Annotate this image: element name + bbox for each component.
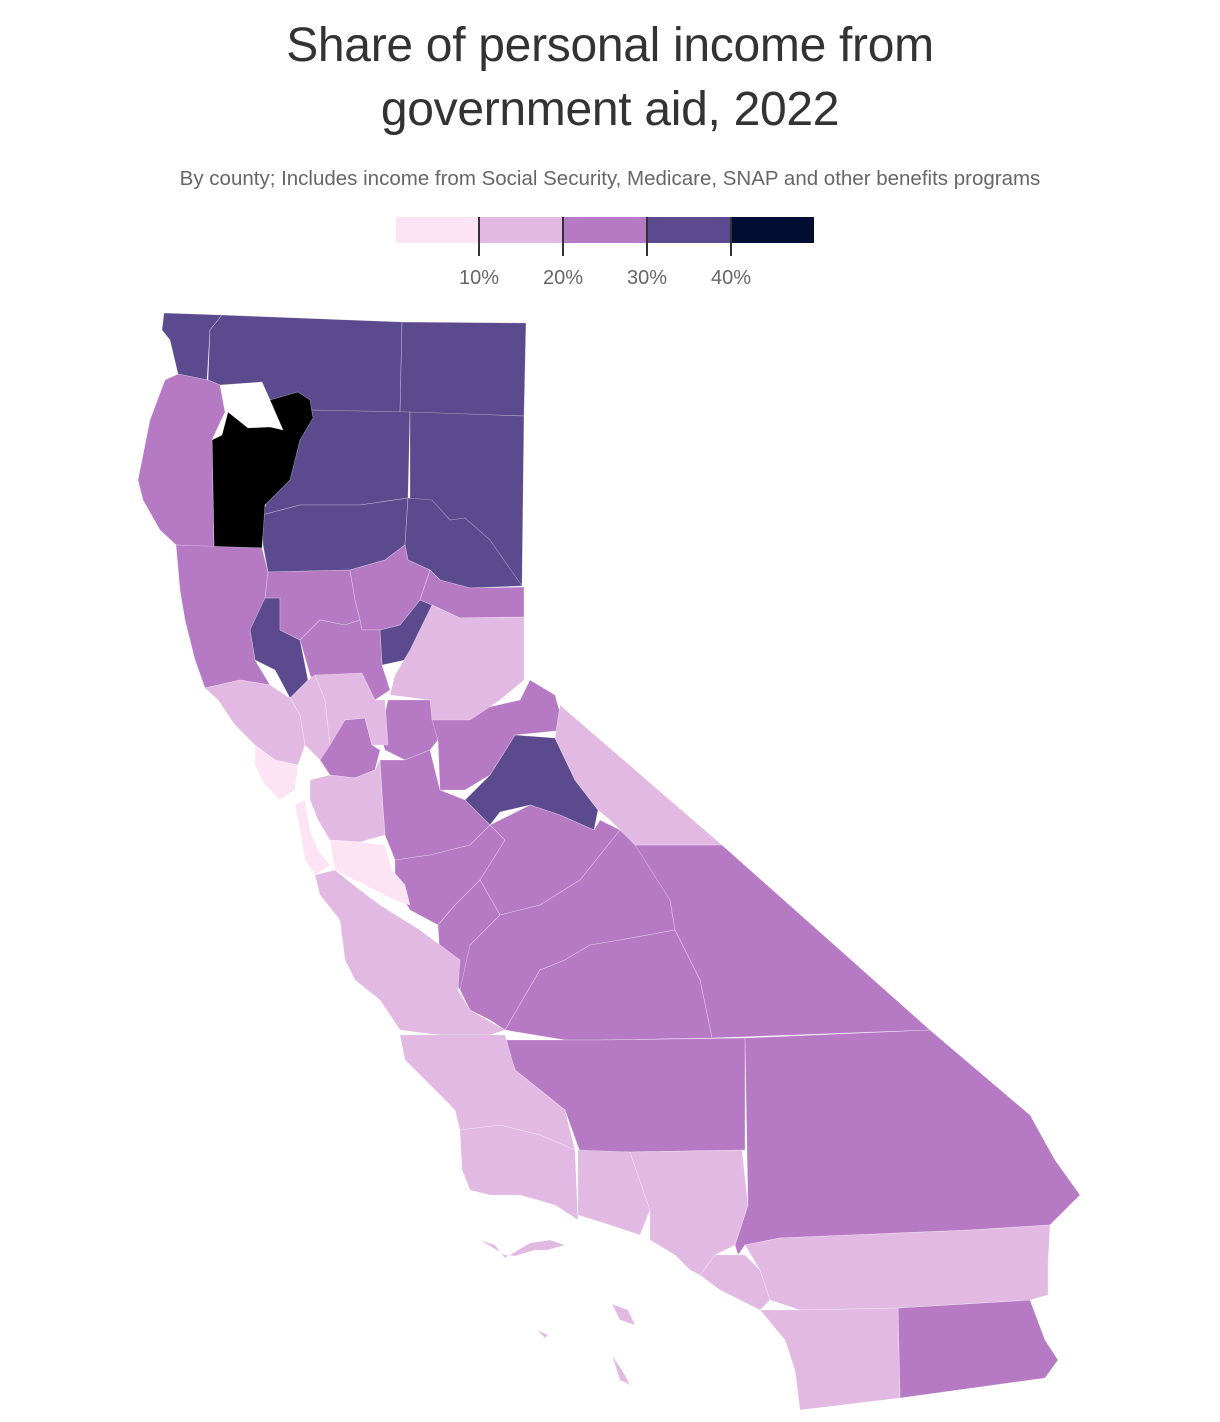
- legend-tick-20: [562, 217, 564, 256]
- legend-swatch-bin-2: [479, 217, 564, 243]
- county-san-diego[interactable]: [759, 1307, 901, 1411]
- county-humboldt[interactable]: [137, 373, 226, 548]
- county-contra-costa-alameda[interactable]: [309, 758, 386, 843]
- county-imperial[interactable]: [897, 1299, 1059, 1399]
- legend-tick-40: [730, 217, 732, 256]
- county-santa-cruz-monterey[interactable]: [314, 869, 506, 1036]
- county-san-francisco-san-mateo[interactable]: [294, 799, 331, 876]
- legend-label-40: 40%: [710, 267, 752, 289]
- santa-barbara-island: [536, 1329, 549, 1339]
- legend-swatch-bin-5: [730, 217, 814, 243]
- county-marin[interactable]: [254, 744, 299, 801]
- legend-label-30: 30%: [626, 267, 668, 289]
- county-sonoma[interactable]: [204, 679, 306, 766]
- chart-subtitle: By county; Includes income from Social S…: [179, 167, 1041, 190]
- channel-islands-north: [479, 1239, 567, 1259]
- legend-label-20: 20%: [542, 267, 584, 289]
- legend-tick-30: [646, 217, 648, 256]
- color-legend: 10% 20% 30% 40%: [396, 217, 814, 297]
- san-clemente-island: [611, 1354, 631, 1386]
- legend-swatch-bin-1: [396, 217, 480, 243]
- county-yolo-east[interactable]: [314, 672, 389, 746]
- county-santa-barbara[interactable]: [459, 1124, 579, 1221]
- legend-swatch-bin-3: [563, 217, 647, 243]
- legend-swatch-bin-4: [646, 217, 731, 243]
- county-mono[interactable]: [554, 704, 723, 846]
- legend-label-10: 10%: [458, 267, 500, 289]
- county-butte[interactable]: [349, 544, 431, 631]
- catalina-island: [611, 1303, 636, 1326]
- legend-bar: [396, 217, 814, 243]
- county-alpine-amador[interactable]: [431, 679, 566, 791]
- county-san-bernardino[interactable]: [734, 1029, 1081, 1256]
- title-line-2: government aid, 2022: [380, 83, 840, 136]
- county-placer-eldorado[interactable]: [389, 604, 525, 721]
- county-santa-clara[interactable]: [329, 839, 411, 906]
- county-riverside[interactable]: [744, 1224, 1051, 1311]
- county-mendocino[interactable]: [175, 544, 271, 689]
- chart-title: Share of personal income from government…: [0, 14, 1220, 142]
- county-modoc[interactable]: [399, 321, 527, 417]
- legend-tick-10: [478, 217, 480, 256]
- title-line-1: Share of personal income from: [286, 19, 934, 72]
